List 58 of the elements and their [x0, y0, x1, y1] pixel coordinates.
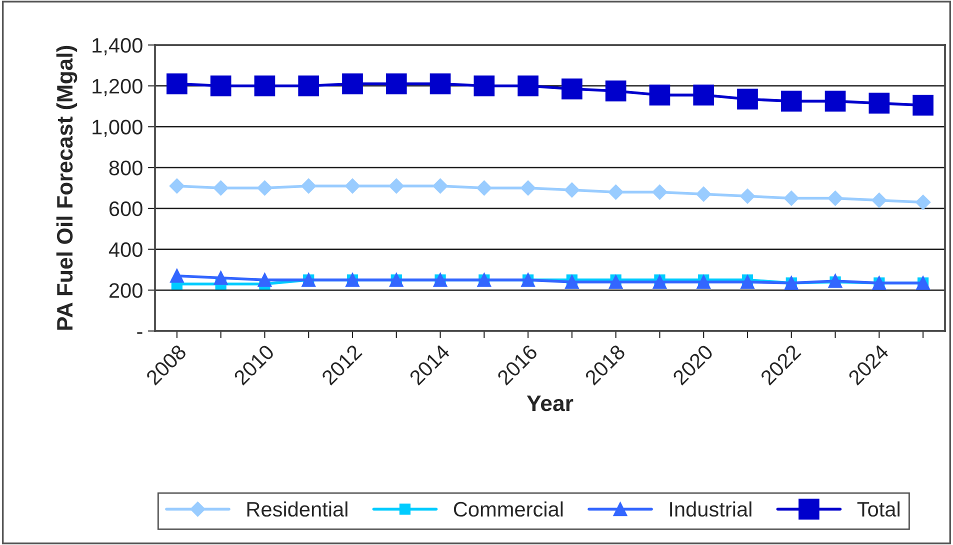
point: [824, 90, 846, 112]
point: [344, 178, 360, 194]
y-tick-label: 800: [109, 160, 142, 176]
point: [693, 84, 714, 106]
point: [649, 84, 670, 106]
point: [476, 180, 492, 196]
point: [868, 92, 890, 114]
point: [562, 78, 582, 100]
point: [605, 80, 626, 102]
point: [696, 186, 712, 202]
point: [474, 75, 495, 96]
point: [828, 190, 843, 206]
point: [342, 73, 363, 94]
legend-label: Residential: [247, 501, 348, 517]
point: [652, 184, 668, 200]
point: [608, 275, 623, 289]
legend-label: Total: [857, 501, 900, 517]
point: [915, 194, 931, 210]
point: [740, 188, 756, 204]
legend-label: Commercial: [454, 501, 563, 517]
point: [520, 180, 536, 196]
point: [257, 180, 272, 196]
y-tick-label: 1,200: [92, 78, 142, 96]
point: [430, 73, 451, 94]
point: [696, 275, 711, 289]
point: [301, 178, 316, 194]
point: [872, 192, 887, 208]
point: [258, 272, 272, 287]
point: [432, 178, 448, 194]
point: [169, 178, 185, 194]
point: [737, 88, 758, 110]
y-axis-title: PA Fuel Oil Forecast (Mgal): [56, 46, 78, 330]
x-axis-title: Year: [526, 396, 574, 412]
point: [565, 275, 579, 289]
y-tick-label: 1,400: [92, 38, 142, 56]
y-tick-label: 600: [109, 201, 142, 216]
legend-label: Industrial: [670, 501, 752, 517]
point: [740, 275, 754, 289]
point: [254, 75, 276, 96]
point: [386, 73, 407, 94]
point: [213, 180, 228, 196]
point: [608, 184, 624, 200]
point: [784, 190, 799, 206]
point: [780, 90, 802, 112]
point: [214, 270, 228, 285]
point: [652, 275, 667, 289]
point: [564, 182, 580, 198]
point: [518, 75, 538, 96]
y-tick-label: 200: [109, 283, 142, 298]
point: [388, 178, 404, 194]
y-tick-label: -: [137, 332, 142, 334]
point: [912, 94, 934, 116]
point: [170, 268, 184, 283]
point: [166, 73, 188, 94]
y-tick-label: 400: [108, 242, 142, 258]
y-tick-label: 1,000: [92, 120, 142, 137]
point: [298, 75, 320, 96]
point: [210, 75, 232, 96]
